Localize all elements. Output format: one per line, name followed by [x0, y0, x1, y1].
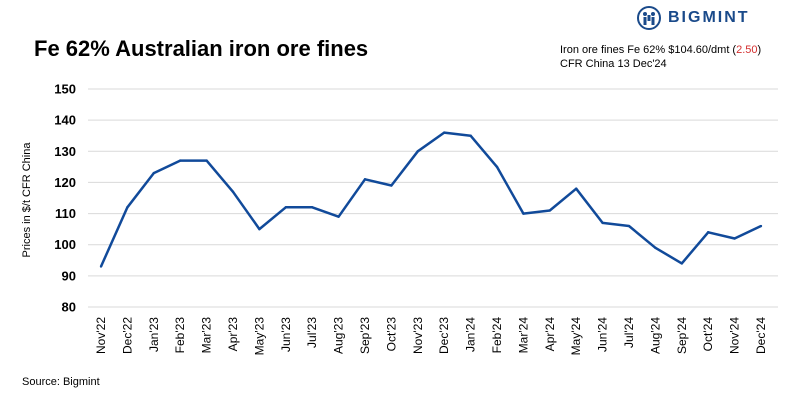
- data-point: [258, 227, 261, 231]
- data-point: [443, 131, 446, 134]
- y-tick-label: 110: [55, 206, 76, 221]
- x-tick-label: Apr'24: [543, 317, 557, 352]
- data-point: [126, 206, 129, 209]
- x-axis-ticks: Nov'22 Dec'22 Jan'23 Feb'23 Mar'23 Apr'23 May'…: [94, 317, 768, 356]
- x-tick-label: May'23: [252, 317, 266, 356]
- y-tick-label: 100: [54, 237, 76, 252]
- data-point: [337, 215, 340, 218]
- x-tick-label: Oct'23: [384, 317, 398, 352]
- data-point: [627, 224, 631, 228]
- x-tick-label: Mar'23: [200, 317, 214, 354]
- data-point: [680, 262, 683, 265]
- data-point: [707, 231, 710, 234]
- price-info-line2: CFR China 13 Dec'24: [560, 58, 667, 70]
- data-point: [575, 187, 578, 190]
- y-tick-label: 90: [62, 268, 76, 283]
- price-info-prefix: Iron ore fines Fe 62% $104.60/dmt (: [560, 44, 737, 56]
- source-note: Source: Bigmint: [22, 376, 100, 388]
- price-change: 2.50: [736, 44, 758, 56]
- x-tick-label: Nov'23: [411, 317, 425, 354]
- x-tick-label: Apr'23: [226, 317, 240, 352]
- data-point: [311, 206, 314, 209]
- x-tick-label: Jul'24: [622, 317, 636, 348]
- x-tick-label: Jun'24: [596, 317, 610, 352]
- data-point: [179, 159, 182, 162]
- y-tick-label: 130: [54, 144, 76, 159]
- y-axis-label: Prices in $/t CFR China: [21, 142, 33, 258]
- data-point: [416, 150, 419, 153]
- data-point: [205, 159, 208, 162]
- data-point: [601, 221, 604, 225]
- x-tick-label: Dec'22: [120, 317, 134, 354]
- data-point: [522, 212, 525, 215]
- chart-title: Fe 62% Australian iron ore fines: [34, 36, 369, 61]
- bigmint-logo-icon: [637, 6, 661, 30]
- x-tick-label: Sep'24: [675, 317, 689, 354]
- data-point: [390, 184, 393, 187]
- grid: [88, 88, 778, 308]
- price-info-suffix: ): [757, 44, 762, 56]
- data-point: [152, 171, 155, 175]
- x-tick-label: Jun'23: [279, 317, 293, 352]
- data-points: [99, 131, 763, 268]
- x-tick-label: Nov'22: [94, 317, 108, 354]
- data-point: [733, 237, 736, 240]
- data-point: [654, 246, 657, 250]
- data-point: [548, 209, 551, 212]
- series-line: [99, 131, 762, 268]
- data-point: [469, 134, 472, 137]
- x-tick-label: May'24: [569, 317, 583, 356]
- data-point: [231, 190, 235, 193]
- price-info-line1: Iron ore fines Fe 62% $104.60/dmt (2.50): [560, 43, 761, 57]
- y-tick-label: 140: [54, 113, 76, 128]
- x-tick-label: Feb'23: [173, 317, 187, 354]
- logo-text: BIGMINT: [668, 9, 750, 26]
- x-tick-label: Mar'24: [516, 317, 530, 354]
- x-tick-label: Aug'24: [648, 317, 662, 354]
- y-tick-label: 120: [54, 175, 76, 190]
- x-tick-label: Sep'23: [358, 317, 372, 354]
- data-point: [759, 224, 763, 228]
- data-point: [284, 206, 287, 209]
- x-tick-label: Dec'23: [437, 317, 451, 354]
- logo: BIGMINT: [636, 6, 750, 30]
- y-axis-ticks: 80 90 100 110 120 130 140 150: [54, 82, 76, 315]
- x-tick-label: Jan'24: [464, 317, 478, 352]
- x-tick-label: Aug'23: [332, 317, 346, 354]
- price-info: Iron ore fines Fe 62% $104.60/dmt (2.50)…: [560, 43, 761, 71]
- data-point: [99, 265, 103, 268]
- data-point: [495, 165, 499, 169]
- y-tick-label: 150: [54, 82, 76, 97]
- data-point: [363, 178, 367, 181]
- x-tick-label: Nov'24: [728, 317, 742, 354]
- x-tick-label: Feb'24: [490, 317, 504, 354]
- x-tick-label: Oct'24: [701, 317, 715, 352]
- x-tick-label: Jan'23: [147, 317, 161, 352]
- x-tick-label: Jul'23: [305, 317, 319, 348]
- y-tick-label: 80: [62, 300, 76, 315]
- x-tick-label: Dec'24: [754, 317, 768, 354]
